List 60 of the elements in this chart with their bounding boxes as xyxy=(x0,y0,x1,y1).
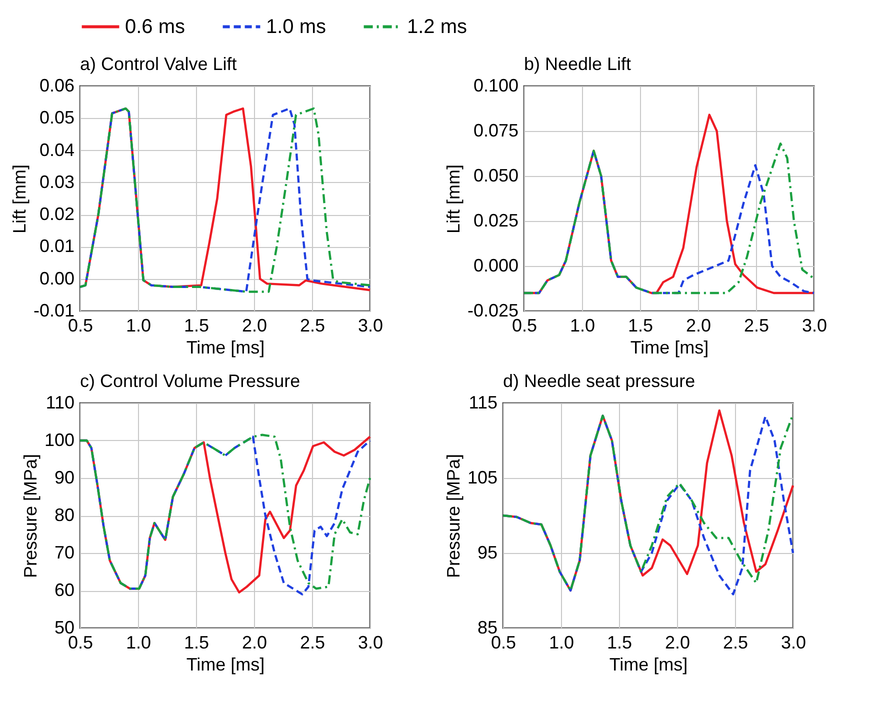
x-tick-label: 1.5 xyxy=(628,316,654,336)
x-tick-label: 1.0 xyxy=(126,316,152,336)
y-tick-label: 110 xyxy=(46,392,74,412)
x-tick-label: 1.5 xyxy=(606,632,632,652)
chart-title: a) Control Valve Lift xyxy=(80,54,237,74)
x-tick-label: 0.5 xyxy=(68,632,94,652)
y-tick-label: 0.01 xyxy=(39,236,74,256)
x-tick-label: 2.0 xyxy=(686,316,712,336)
x-tick-label: 0.5 xyxy=(490,632,516,652)
y-tick-label: 95 xyxy=(477,542,498,562)
y-axis-title: Pressure [MPa] xyxy=(443,454,464,578)
chart-title: b) Needle Lift xyxy=(524,54,632,74)
x-axis-title: Time [ms] xyxy=(630,338,709,358)
y-tick-label: 0.025 xyxy=(473,210,518,230)
x-tick-label: 2.0 xyxy=(664,632,690,652)
y-tick-label: 0.100 xyxy=(473,76,518,96)
x-tick-label: 0.5 xyxy=(512,316,538,336)
x-tick-label: 1.5 xyxy=(184,316,210,336)
chart-title: d) Needle seat pressure xyxy=(503,371,696,391)
y-tick-label: 0.05 xyxy=(39,108,74,128)
x-tick-label: 1.0 xyxy=(548,632,574,652)
x-tick-label: 1.0 xyxy=(570,316,596,336)
y-axis-title: Lift [mm] xyxy=(9,164,30,234)
x-tick-label: 0.5 xyxy=(68,316,94,336)
x-tick-label: 3.0 xyxy=(358,316,384,336)
x-tick-label: 2.5 xyxy=(744,316,770,336)
y-tick-label: 0.00 xyxy=(39,268,74,288)
y-tick-label: 70 xyxy=(54,542,74,562)
y-tick-label: 105 xyxy=(467,468,498,488)
y-tick-label: 0.03 xyxy=(39,172,74,192)
x-tick-label: 2.5 xyxy=(300,632,326,652)
legend-label: 1.2 ms xyxy=(407,16,468,38)
x-tick-label: 2.0 xyxy=(242,632,268,652)
x-tick-label: 1.0 xyxy=(126,632,152,652)
y-tick-label: 0.000 xyxy=(473,256,518,276)
legend-label: 1.0 ms xyxy=(266,16,326,38)
x-axis-title: Time [ms] xyxy=(186,654,265,674)
x-tick-label: 1.5 xyxy=(184,632,210,652)
x-tick-label: 3.0 xyxy=(358,632,384,652)
x-tick-label: 3.0 xyxy=(780,632,806,652)
y-tick-label: 0.050 xyxy=(473,166,518,186)
x-tick-label: 2.5 xyxy=(300,316,326,336)
y-tick-label: 80 xyxy=(54,505,74,525)
y-tick-label: 0.04 xyxy=(39,140,74,160)
x-tick-label: 3.0 xyxy=(802,316,828,336)
legend-label: 0.6 ms xyxy=(125,16,186,38)
y-axis-title: Pressure [MPa] xyxy=(20,454,40,578)
y-tick-label: 115 xyxy=(468,392,498,412)
y-tick-label: 60 xyxy=(54,580,74,600)
y-tick-label: 0.06 xyxy=(39,76,74,96)
x-axis-title: Time [ms] xyxy=(609,654,688,674)
x-tick-label: 2.0 xyxy=(242,316,268,336)
y-tick-label: 0.02 xyxy=(39,204,74,224)
x-axis-title: Time [ms] xyxy=(186,338,265,358)
chart-title: c) Control Volume Pressure xyxy=(80,371,300,391)
y-tick-label: 90 xyxy=(54,468,74,488)
y-axis-title: Lift [mm] xyxy=(443,164,464,234)
x-tick-label: 2.5 xyxy=(722,632,748,652)
y-tick-label: 0.075 xyxy=(473,120,518,140)
y-tick-label: 100 xyxy=(44,430,74,450)
